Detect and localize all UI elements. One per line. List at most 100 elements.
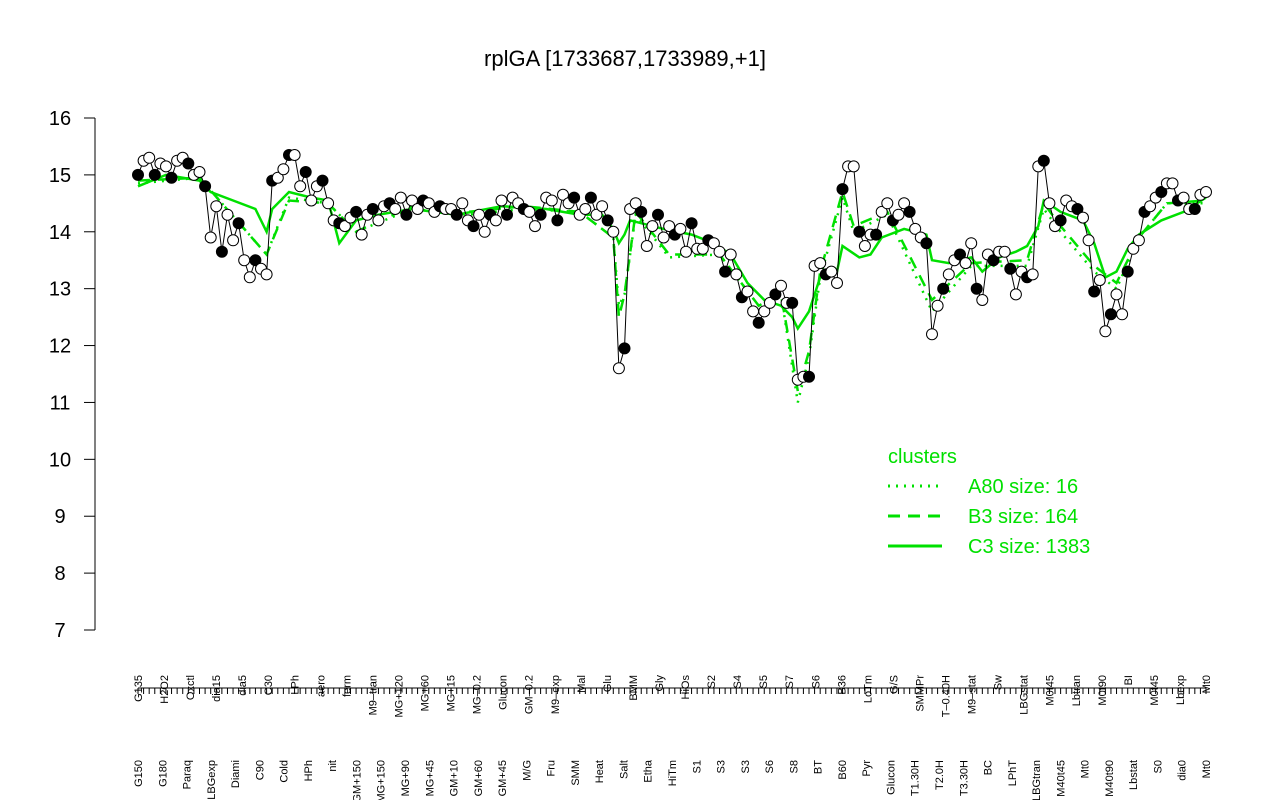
x-tick-label: S6	[764, 760, 776, 773]
data-point	[277, 163, 290, 176]
x-tick-label: B36	[836, 675, 848, 695]
x-tick-label: LPh	[289, 675, 301, 695]
x-tick-label: HPh	[303, 760, 315, 781]
data-point	[724, 248, 737, 261]
x-tick-label: BMM	[628, 675, 640, 701]
data-point	[1037, 154, 1050, 167]
x-tick-label: Lbstat	[1128, 760, 1140, 790]
y-tick-label: 9	[54, 506, 65, 528]
data-point	[831, 277, 843, 289]
data-point	[1093, 274, 1106, 287]
data-point	[215, 245, 228, 258]
x-tick-label: LoTm	[862, 675, 874, 703]
data-point	[366, 203, 379, 215]
data-point	[657, 231, 670, 244]
x-tick-label: Lbtran	[1071, 675, 1083, 706]
x-tick-label: Glucon	[498, 675, 510, 710]
data-point	[551, 214, 564, 227]
data-point	[1082, 234, 1095, 247]
data-point	[221, 208, 234, 221]
x-tick-label: Fru	[546, 760, 558, 777]
data-point	[338, 220, 351, 233]
data-point	[881, 197, 894, 210]
data-point	[853, 225, 866, 238]
x-tick-label: Lbexp	[1175, 675, 1187, 705]
x-tick-label: T3.30H	[958, 760, 970, 796]
x-tick-label: MG+60	[420, 675, 432, 711]
data-point	[814, 257, 827, 270]
data-point	[243, 271, 256, 284]
x-tick-label: Glu	[602, 675, 614, 692]
data-point	[758, 305, 771, 318]
data-point	[696, 242, 709, 255]
data-point	[322, 197, 335, 210]
data-point	[909, 222, 922, 235]
x-tick-label: S0	[1152, 760, 1164, 773]
data-point	[1104, 308, 1117, 321]
data-point	[260, 268, 273, 281]
data-point	[942, 268, 955, 281]
legend-label: C3 size: 1383	[968, 536, 1090, 558]
x-tick-label: MG+120	[393, 675, 405, 718]
data-point	[892, 208, 905, 221]
x-tick-label: M40t90	[1104, 760, 1116, 797]
x-tick-label: GM+60	[473, 760, 485, 796]
data-point	[858, 240, 871, 252]
x-tick-label: dia5	[237, 675, 249, 696]
x-tick-label: S5	[758, 675, 770, 688]
x-tick-label: M9–tran	[367, 675, 379, 715]
x-tick-label: T1.30H	[910, 760, 922, 796]
legend-label: B3 size: 164	[968, 506, 1078, 528]
data-point	[411, 203, 424, 215]
data-point	[875, 205, 888, 218]
data-point	[227, 234, 240, 247]
y-tick-label: 13	[49, 279, 71, 301]
x-tick-label: Paraq	[182, 760, 194, 789]
data-point	[663, 220, 676, 233]
data-point	[584, 191, 597, 204]
data-point	[970, 282, 983, 295]
data-point	[1132, 234, 1145, 247]
data-point	[1177, 191, 1190, 204]
x-tick-label: dia0	[1177, 760, 1189, 781]
cluster-line-dotted	[137, 176, 1206, 403]
x-tick-label: S1	[691, 760, 703, 773]
data-point	[741, 285, 754, 298]
x-tick-label: T–0.40H	[941, 675, 953, 717]
data-point	[646, 220, 659, 233]
x-tick-label: MG+15	[446, 675, 458, 711]
x-tick-label: S4	[732, 675, 744, 688]
x-tick-label: Gly	[654, 675, 666, 692]
x-tick-label: Oxctl	[185, 675, 197, 700]
data-point	[568, 191, 581, 204]
x-tick-label: Diami	[230, 760, 242, 788]
data-point	[954, 248, 966, 261]
data-point	[629, 197, 642, 210]
x-tick-label: H2O2	[159, 675, 171, 704]
data-point	[674, 222, 687, 235]
x-tick-label: M0t45	[1149, 675, 1161, 706]
x-tick-label: S6	[810, 675, 822, 688]
y-tick-label: 7	[54, 620, 65, 642]
x-tick-label: M0t45	[1045, 675, 1057, 706]
data-point	[618, 342, 631, 355]
data-point	[160, 160, 172, 173]
x-tick-label: S2	[706, 675, 718, 688]
data-point	[534, 208, 547, 221]
x-tick-label: LBGtran	[1031, 760, 1043, 800]
data-point	[1026, 268, 1039, 281]
x-tick-label: S8	[788, 760, 800, 773]
y-tick-label: 14	[49, 222, 71, 244]
data-point	[350, 205, 363, 218]
data-point	[1121, 265, 1134, 278]
data-point	[478, 225, 491, 238]
data-point	[389, 203, 402, 215]
x-tick-label: M0t90	[1097, 675, 1109, 706]
data-point	[294, 180, 307, 193]
x-tick-label: Etha	[643, 759, 655, 783]
x-tick-label: HiOs	[680, 675, 692, 700]
data-point	[394, 191, 407, 204]
x-tick-label: Sw	[993, 675, 1005, 690]
x-tick-label: G135	[133, 675, 145, 702]
x-tick-label: GM+150	[351, 760, 363, 800]
